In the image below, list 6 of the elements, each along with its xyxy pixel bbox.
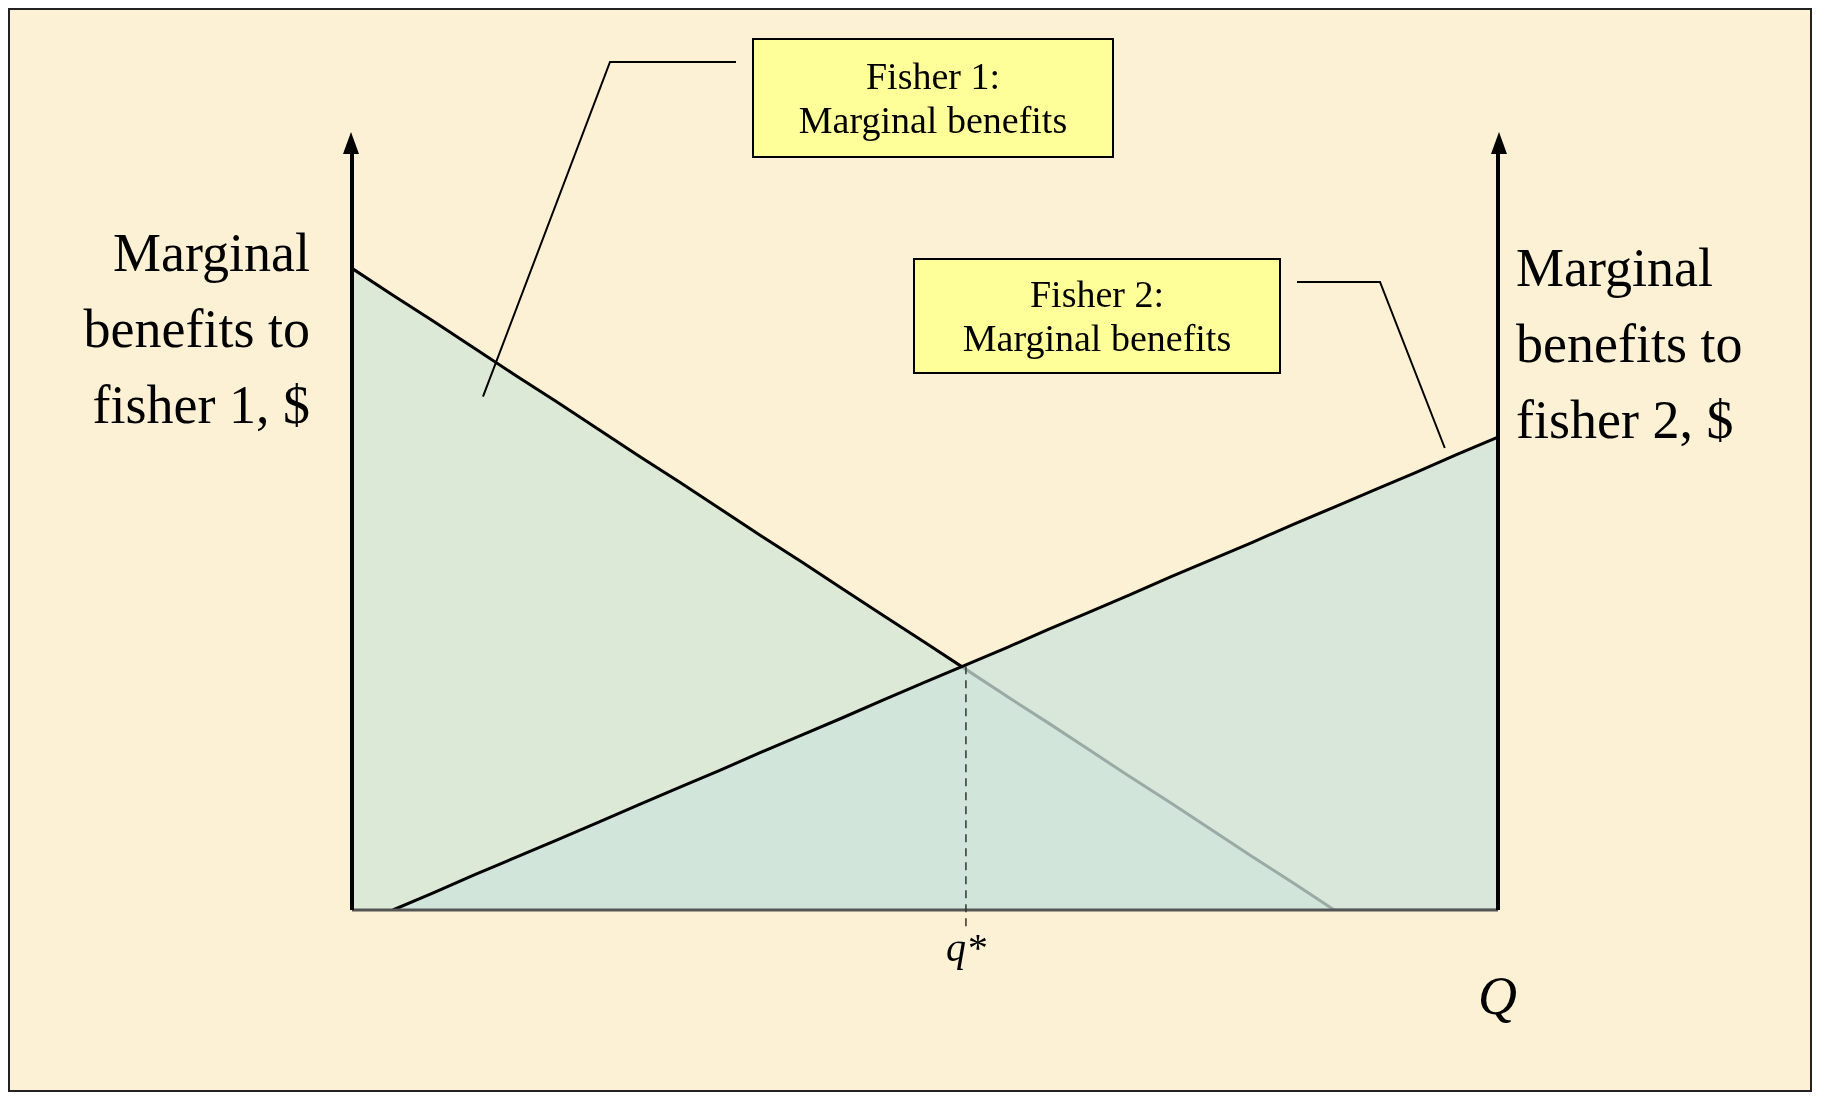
x-axis-title: Q [1478,965,1517,1027]
y-axis-title: Marginal benefits to fisher 1, $ [82,222,310,437]
y2-axis-title: Marginal benefits to fisher 2, $ [1516,237,1744,452]
text: Fisher 1: Marginal benefits [752,38,1114,158]
annotation: Fisher 2: Marginal benefits [913,258,1281,374]
annotation: q* [944,925,987,970]
